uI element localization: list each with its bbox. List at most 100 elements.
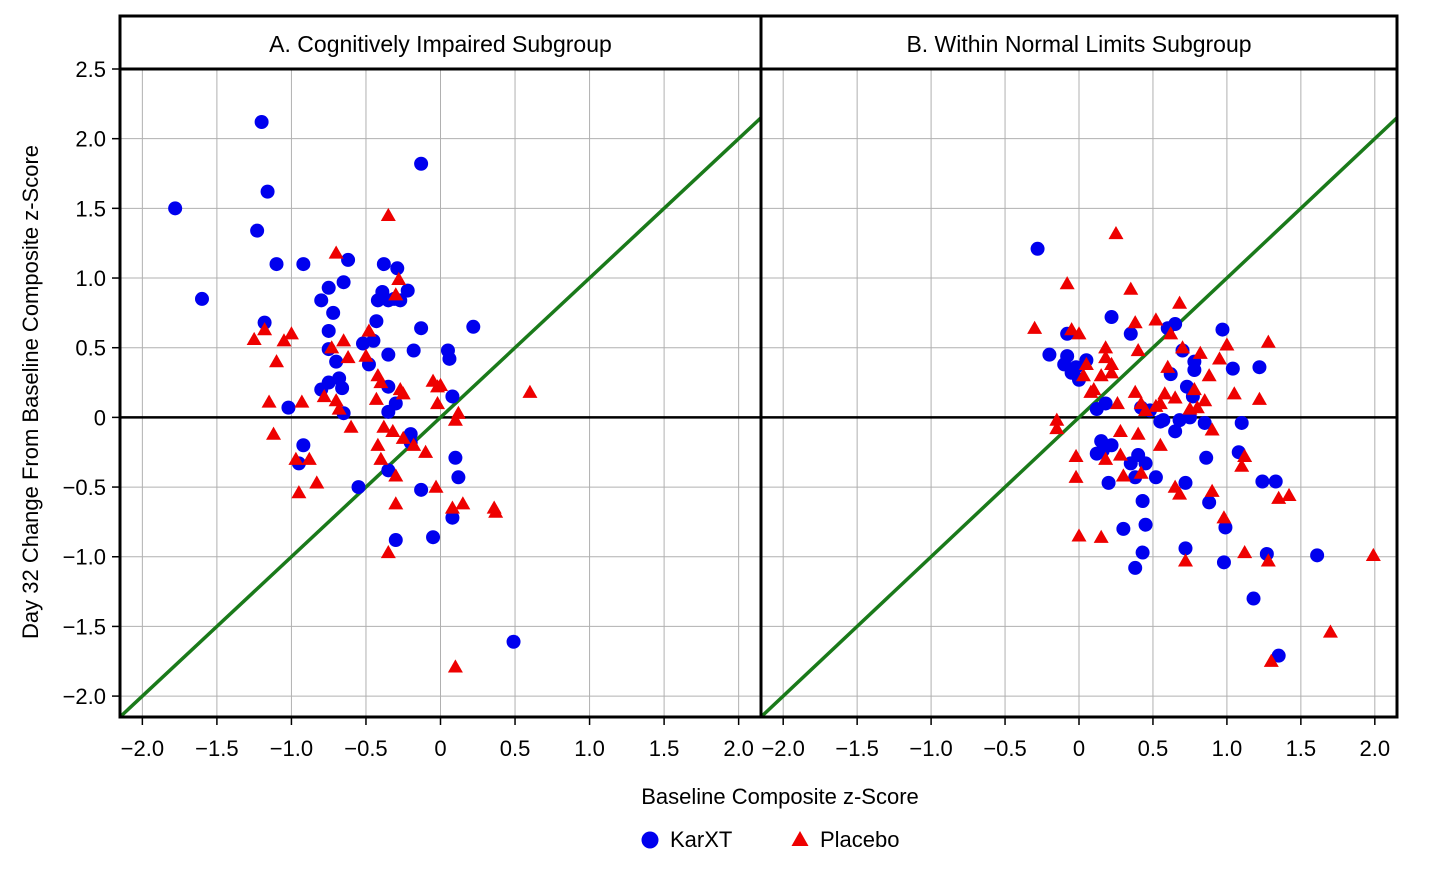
data-point-karxt (355, 336, 370, 351)
data-point-karxt (1202, 495, 1217, 510)
gridlines (761, 68, 1397, 717)
data-point-placebo (368, 391, 384, 405)
legend-karxt-marker (641, 831, 659, 849)
y-tick-label: −0.5 (63, 475, 106, 500)
data-point-karxt (1042, 347, 1057, 362)
series-placebo (1027, 225, 1381, 667)
data-point-placebo (1104, 365, 1120, 379)
data-point-karxt (341, 252, 356, 267)
data-point-karxt (351, 480, 366, 495)
data-point-placebo (391, 271, 407, 286)
data-point-karxt (1156, 413, 1171, 428)
data-point-placebo (1112, 423, 1128, 437)
data-point-placebo (1322, 624, 1338, 638)
data-point-karxt (1225, 361, 1240, 376)
x-tick-label: −0.5 (344, 736, 387, 761)
data-point-karxt (250, 223, 265, 238)
x-tick-label: −1.5 (835, 736, 878, 761)
data-point-karxt (1246, 591, 1261, 606)
data-point-karxt (376, 257, 391, 272)
data-point-placebo (1281, 487, 1297, 502)
x-tick-label: −0.5 (983, 736, 1026, 761)
data-point-placebo (388, 468, 404, 482)
data-point-placebo (1251, 391, 1267, 405)
data-point-karxt (1252, 360, 1267, 375)
panel-title: A. Cognitively Impaired Subgroup (269, 31, 612, 57)
data-point-karxt (326, 305, 341, 320)
data-point-karxt (451, 470, 466, 485)
data-point-karxt (381, 347, 396, 362)
data-point-karxt (336, 275, 351, 290)
legend-placebo-marker (791, 831, 809, 846)
data-point-placebo (1189, 400, 1205, 414)
data-point-karxt (1268, 474, 1283, 489)
data-point-placebo (522, 384, 538, 398)
data-point-placebo (380, 545, 396, 559)
x-tick-label: −1.0 (909, 736, 952, 761)
x-tick-label: 1.5 (1286, 736, 1317, 761)
data-point-placebo (450, 405, 466, 419)
data-point-placebo (406, 437, 422, 451)
data-point-placebo (1167, 390, 1183, 404)
x-tick-label: 1.0 (574, 736, 605, 761)
data-point-placebo (418, 444, 434, 458)
data-point-placebo (1075, 368, 1091, 382)
data-point-karxt (1218, 520, 1233, 535)
data-point-karxt (1178, 541, 1193, 556)
data-point-karxt (1135, 545, 1150, 560)
data-point-placebo (257, 322, 273, 336)
data-point-karxt (414, 156, 429, 171)
data-point-karxt (1178, 475, 1193, 490)
data-point-placebo (328, 245, 344, 259)
data-point-placebo (444, 500, 460, 514)
data-point-placebo (246, 331, 262, 345)
x-tick-label: 0.5 (500, 736, 531, 761)
series-placebo (246, 207, 538, 673)
data-point-placebo (1172, 486, 1188, 500)
x-tick-label: 0 (434, 736, 446, 761)
data-point-karxt (281, 400, 296, 415)
y-tick-label: 1.5 (75, 196, 106, 221)
data-point-karxt (1030, 241, 1045, 256)
data-point-placebo (1138, 402, 1154, 417)
identity-line (120, 115, 761, 717)
data-point-placebo (1123, 281, 1139, 295)
data-point-karxt (388, 533, 403, 548)
data-point-karxt (506, 634, 521, 649)
x-tick-label: 1.0 (1212, 736, 1243, 761)
data-point-karxt (260, 184, 275, 199)
data-point-placebo (343, 419, 359, 433)
data-point-karxt (1197, 415, 1212, 430)
data-point-karxt (335, 381, 350, 396)
data-point-karxt (296, 438, 311, 453)
panel-b: B. Within Normal Limits Subgroup −2.0 −1.5… (759, 14, 1399, 761)
data-point-karxt (1089, 446, 1104, 461)
data-point-placebo (1260, 334, 1276, 348)
data-point-placebo (1157, 386, 1173, 400)
data-point-karxt (445, 389, 460, 404)
data-point-placebo (1212, 351, 1228, 365)
y-tick-label: 0 (94, 405, 106, 430)
data-point-placebo (1112, 447, 1128, 461)
data-point-placebo (1078, 356, 1094, 371)
data-point-placebo (336, 333, 352, 347)
data-point-placebo (294, 394, 310, 408)
data-point-placebo (1186, 382, 1202, 396)
data-point-placebo (1098, 340, 1114, 354)
data-point-placebo (1148, 398, 1164, 412)
data-point-placebo (385, 423, 401, 437)
data-point-karxt (369, 314, 384, 329)
data-point-karxt (414, 321, 429, 336)
data-point-placebo (376, 419, 392, 433)
x-tick-label: −2.0 (761, 736, 804, 761)
x-tick-label: −2.0 (121, 736, 164, 761)
y-tick-label: 2.5 (75, 57, 106, 82)
data-point-placebo (291, 485, 307, 499)
legend: KarXT Placebo (641, 827, 900, 852)
data-point-karxt (1255, 474, 1270, 489)
data-point-placebo (1049, 412, 1065, 426)
data-point-karxt (1168, 424, 1183, 439)
data-point-placebo (1204, 483, 1220, 497)
data-point-placebo (1108, 225, 1124, 240)
